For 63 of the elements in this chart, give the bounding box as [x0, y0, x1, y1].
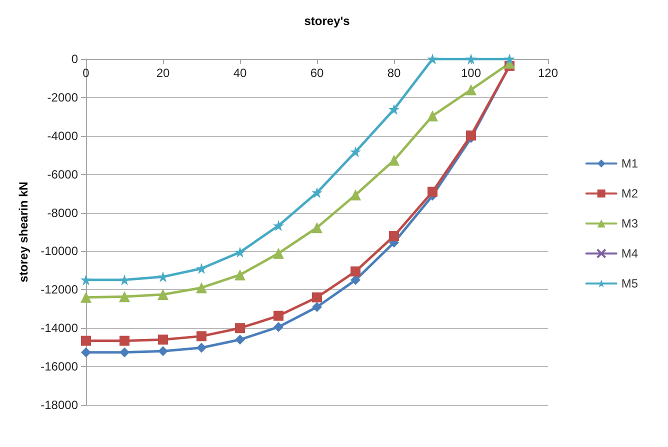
point [504, 54, 515, 64]
x-tick-label: 0 [82, 66, 90, 80]
point [158, 334, 168, 345]
point [120, 336, 130, 346]
point [80, 274, 92, 286]
point [388, 104, 400, 115]
y-tick-label: -14000 [40, 321, 78, 336]
point [81, 347, 91, 358]
point [119, 291, 130, 302]
point [120, 347, 130, 358]
y-tick-label: -12000 [40, 282, 78, 297]
point [312, 187, 322, 198]
point [350, 266, 360, 276]
y-axis-title: storey shearin kN [16, 182, 31, 282]
point [466, 84, 476, 96]
point [234, 246, 246, 258]
x-tick-label: 120 [538, 66, 558, 80]
point [312, 292, 322, 302]
point [196, 342, 206, 353]
point [388, 154, 400, 166]
point [428, 186, 438, 197]
y-tick-label: -2000 [47, 90, 78, 104]
legend-label: M1 [621, 156, 638, 170]
legend-label: M5 [621, 276, 638, 290]
point [234, 269, 246, 280]
x-tick-label: 20 [156, 66, 170, 80]
chart-title: storey's [304, 14, 350, 28]
point [235, 323, 245, 334]
y-tick-label: -18000 [40, 398, 78, 412]
point [196, 331, 206, 342]
x-tick-label: 80 [387, 66, 401, 80]
y-tick-label: -16000 [40, 360, 78, 374]
point [466, 54, 476, 64]
y-tick-label: -4000 [47, 128, 78, 143]
x-tick-label: 60 [310, 66, 324, 80]
point [273, 220, 284, 232]
point [80, 292, 92, 303]
point [235, 334, 245, 345]
y-tick-label: -10000 [40, 244, 78, 258]
y-tick-label: -8000 [47, 206, 78, 220]
point [158, 346, 168, 356]
point [312, 302, 322, 312]
point [196, 263, 207, 274]
y-tick-label: 0 [71, 52, 78, 66]
legend-label: M3 [621, 216, 638, 230]
point [350, 146, 361, 158]
point [274, 322, 284, 332]
point [312, 222, 322, 234]
point [350, 189, 361, 200]
point [158, 288, 168, 300]
point [273, 248, 284, 259]
legend-label: M4 [621, 246, 638, 260]
point [427, 110, 438, 122]
point [81, 336, 91, 346]
point [196, 282, 207, 294]
x-tick-label: 40 [233, 66, 247, 80]
point [389, 231, 399, 242]
y-tick-label: -6000 [47, 167, 78, 182]
x-tick-label: 100 [460, 66, 482, 80]
point [427, 54, 438, 64]
point [274, 310, 284, 321]
legend-label: M2 [621, 186, 638, 200]
point [350, 275, 360, 286]
